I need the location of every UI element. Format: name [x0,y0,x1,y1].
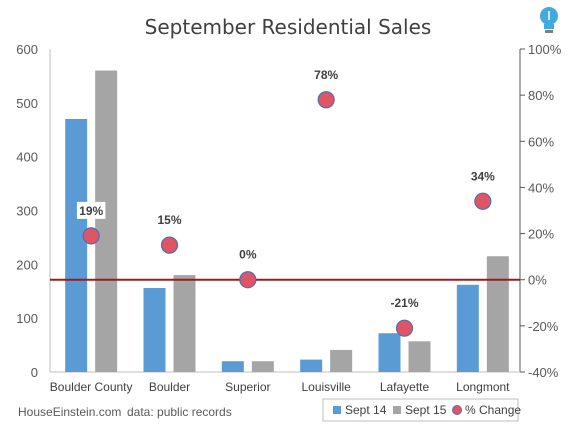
percent-change-label: 78% [314,68,338,82]
lightbulb-logo-icon [540,7,558,33]
footer-source-note: data: public records [127,405,232,419]
percent-label-background [468,167,498,185]
x-category-label: Boulder County [50,380,133,394]
percent-change-point [239,271,257,289]
y-left-tick-label: 300 [16,204,38,219]
bar-sept-14 [65,118,88,372]
bar-sept-15 [408,341,431,372]
y-right-tick-label: 0% [528,273,547,288]
bar-sept-15 [486,256,509,372]
y-left-tick-label: 500 [16,96,38,111]
y-right-tick-label: 100% [528,42,562,57]
legend-swatch [333,406,341,414]
percent-change-label: 19% [79,204,103,218]
percent-change-point [474,192,492,210]
y-left-tick-label: 600 [16,42,38,57]
bar-sept-15 [330,349,353,372]
percent-change-point [317,91,335,109]
y-right-tick-label: 40% [528,180,554,195]
legend-marker [452,405,462,415]
bar-sept-14 [378,333,401,372]
y-left-tick-label: 200 [16,257,38,272]
percent-change-point [160,236,179,254]
y-right-tick-label: -20% [528,319,559,334]
footer-source-site: HouseEinstein.com [18,405,121,419]
bar-sept-14 [300,359,323,372]
y-left-tick-label: 100 [16,311,38,326]
percent-change-point [395,319,414,337]
percent-change-label: 15% [157,213,181,227]
x-category-label: Boulder [149,380,190,394]
legend-swatch [393,406,401,414]
percent-label-background [311,65,341,83]
legend-box [322,398,519,422]
percent-label-background [76,201,106,219]
legend-entry-label: Sept 15 [405,403,447,417]
percent-change-point [82,227,100,245]
y-right-tick-label: -40% [528,365,559,380]
bar-sept-15 [251,361,274,372]
y-right-tick-label: 60% [528,134,554,149]
x-category-label: Longmont [456,380,510,394]
y-left-tick-label: 400 [16,150,38,165]
bar-sept-15 [95,70,118,373]
bar-sept-14 [143,288,166,372]
percent-label-background [386,294,423,312]
percent-change-label: 34% [471,169,495,183]
chart-title: September Residential Sales [145,15,432,39]
x-category-label: Lafayette [380,380,430,394]
y-left-tick-label: 0 [31,365,38,380]
x-category-label: Louisville [301,380,351,394]
y-right-tick-label: 20% [528,227,554,242]
y-right-tick-label: 80% [528,88,554,103]
percent-change-label: -21% [390,296,418,310]
x-category-label: Superior [225,380,270,394]
legend-entry-label: Sept 14 [345,403,387,417]
legend-entry-label: % Change [465,403,521,417]
percent-change-label: 0% [239,248,257,262]
percent-label-background [155,211,184,229]
bar-sept-15 [173,275,196,372]
bar-sept-14 [456,284,479,372]
percent-label-background [237,245,259,263]
bar-sept-14 [221,361,244,372]
